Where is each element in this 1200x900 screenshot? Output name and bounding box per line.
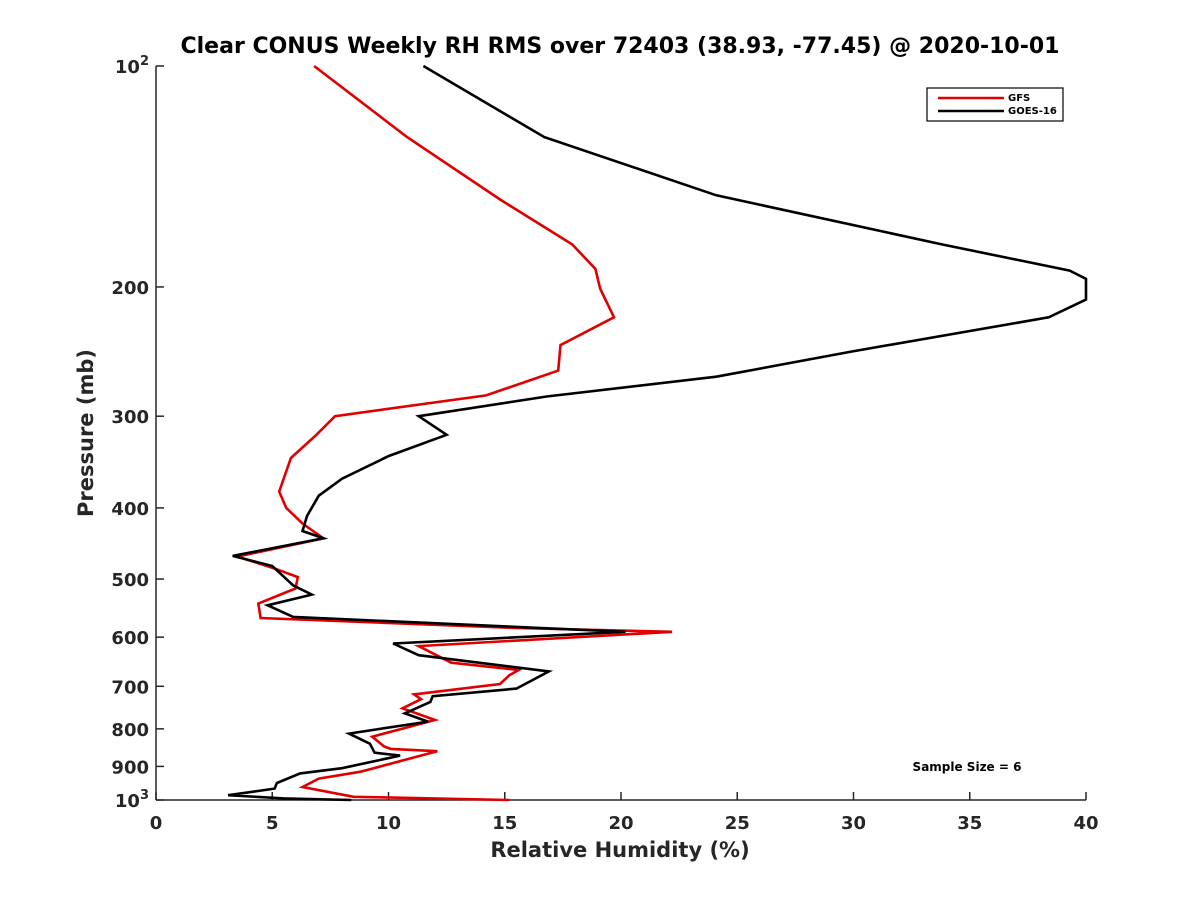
legend: GFS GOES-16 [926,87,1064,122]
x-tick-label: 20 [608,813,633,834]
y-tick-label: 800 [111,720,149,741]
chart-title: Clear CONUS Weekly RH RMS over 72403 (38… [181,34,1060,59]
plot-area: 0 5 10 15 20 25 30 35 40 102 200 300 400 500 600 700 800… [111,54,1098,834]
x-tick-label: 15 [492,813,517,834]
legend-label-gfs: GFS [1008,93,1030,104]
y-tick-label: 102 [115,54,149,78]
x-tick-label: 10 [376,813,401,834]
series-line-goes16 [227,64,1088,802]
x-tick-label: 40 [1073,813,1098,834]
y-tick-label: 600 [111,628,149,649]
y-tick-label: 300 [111,407,149,428]
x-tick-label: 30 [841,813,866,834]
y-tick-label: 500 [111,570,149,591]
y-tick-label: 400 [111,499,149,520]
sample-size-annotation: Sample Size = 6 [913,760,1022,774]
x-tick-label: 0 [150,813,163,834]
x-tick-label: 25 [725,813,750,834]
series-line-gfs [232,64,673,802]
x-tick-label: 35 [957,813,982,834]
x-axis-label: Relative Humidity (%) [490,838,749,862]
legend-box [926,87,1064,122]
legend-label-goes16: GOES-16 [1008,106,1057,117]
y-tick-label: 900 [111,757,149,778]
y-tick-label: 103 [115,788,149,812]
y-tick-label: 200 [111,278,149,299]
x-tick-label: 5 [266,813,279,834]
y-axis-label: Pressure (mb) [74,349,98,517]
y-tick-label: 700 [111,677,149,698]
